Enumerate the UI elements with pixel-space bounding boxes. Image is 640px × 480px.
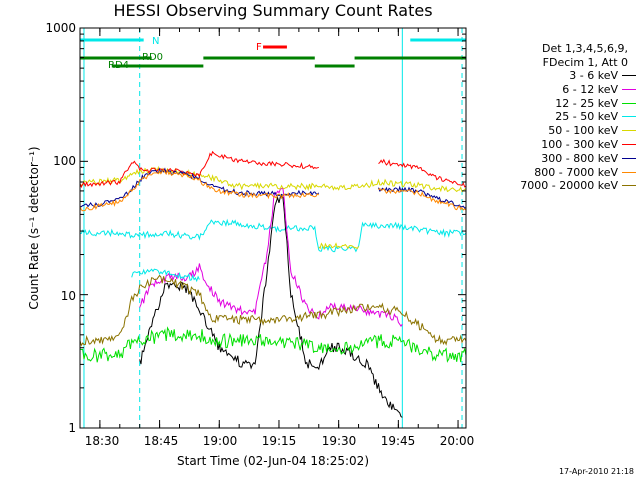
x-tick-label: 18:45 <box>143 434 179 448</box>
legend-entry: 6 - 12 keV <box>498 83 636 96</box>
legend-swatch <box>622 144 636 145</box>
series-line <box>79 218 467 253</box>
legend-header-1: Det 1,3,4,5,6,9, <box>541 42 628 55</box>
legend-swatch <box>622 88 636 90</box>
legend-entry: 7000 - 20000 keV <box>498 179 636 192</box>
legend-entry: 300 - 800 keV <box>498 152 636 165</box>
x-tick-label: 19:30 <box>321 434 357 448</box>
legend-swatch <box>622 75 636 76</box>
series-line <box>378 185 467 209</box>
legend-swatch <box>622 157 636 159</box>
y-axis-label: Count Rate (s⁻¹ detector⁻¹) <box>27 146 41 310</box>
legend-entry: 25 - 50 keV <box>498 110 636 123</box>
annotation-n: N <box>152 36 160 47</box>
y-tick-label: 1000 <box>45 21 76 35</box>
series-line <box>79 165 467 193</box>
y-tick-label: 1 <box>68 421 76 435</box>
chart-title: HESSI Observing Summary Count Rates <box>113 1 433 20</box>
series-line <box>79 167 320 208</box>
x-tick-label: 19:15 <box>261 434 297 448</box>
series-line <box>131 268 200 283</box>
plot-frame <box>79 27 467 429</box>
legend-label: 3 - 6 keV <box>569 69 618 82</box>
series-line <box>139 195 403 418</box>
series-line <box>79 274 467 347</box>
series-line <box>79 326 467 363</box>
legend-label: 100 - 300 keV <box>541 138 618 151</box>
y-tick-label: 100 <box>53 154 76 168</box>
legend-entry: 100 - 300 keV <box>498 138 636 151</box>
legend-entry: 50 - 100 keV <box>498 124 636 137</box>
series-line <box>318 242 360 251</box>
series-line <box>378 187 467 211</box>
legend-swatch <box>622 171 636 173</box>
x-tick-label: 20:00 <box>439 434 475 448</box>
legend-label: 7000 - 20000 keV <box>520 179 618 193</box>
timestamp-footnote: 17-Apr-2010 21:18 <box>558 467 634 476</box>
annotation-rd0: RD0 <box>142 52 164 63</box>
legend-header-2: FDecim 1, Att 0 <box>542 56 628 69</box>
x-tick-label: 19:45 <box>380 434 416 448</box>
legend-entry: 3 - 6 keV <box>498 69 636 82</box>
legend-label: 25 - 50 keV <box>555 110 618 124</box>
legend-label: 12 - 25 keV <box>555 96 618 110</box>
legend-label: 50 - 100 keV <box>548 124 618 138</box>
legend-swatch <box>622 102 636 104</box>
legend-swatch <box>622 130 636 132</box>
annotation-f: F <box>256 42 262 53</box>
series-line <box>79 168 320 212</box>
legend-swatch <box>622 116 636 118</box>
legend-label: 300 - 800 keV <box>541 151 618 165</box>
legend-label: 800 - 7000 keV <box>534 165 618 179</box>
legend-label: 6 - 12 keV <box>562 82 618 96</box>
annotation-rd4: RD4 <box>108 60 130 71</box>
legend-swatch <box>622 185 636 187</box>
series-line <box>378 158 467 188</box>
y-tick-label: 10 <box>60 289 76 303</box>
series-line <box>79 150 319 189</box>
x-tick-label: 19:00 <box>202 434 238 448</box>
legend-entry: 12 - 25 keV <box>498 97 636 110</box>
legend-entry: 800 - 7000 keV <box>498 166 636 179</box>
x-tick-label: 18:30 <box>84 434 120 448</box>
x-axis-label: Start Time (02-Jun-04 18:25:02) <box>177 454 369 468</box>
